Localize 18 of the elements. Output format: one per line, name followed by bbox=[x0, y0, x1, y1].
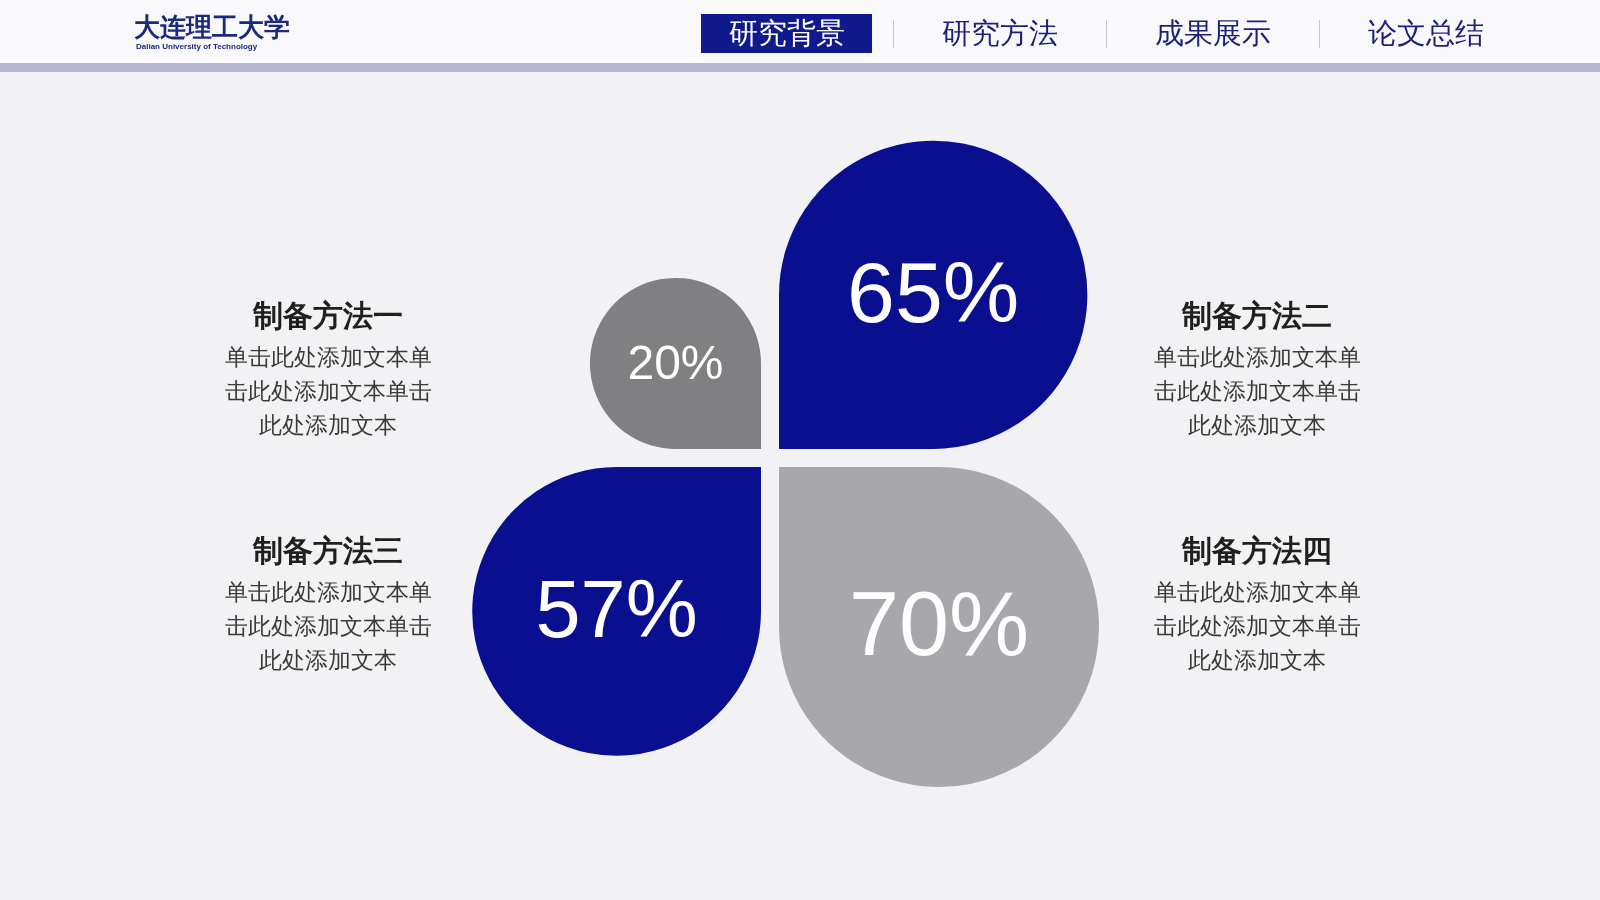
data-label: 20% bbox=[627, 335, 724, 389]
data-label: 57% bbox=[535, 563, 698, 654]
category-label: 制备方法三 bbox=[251, 532, 404, 570]
text: Dalian University of Technology bbox=[136, 42, 258, 52]
text: 单击此处添加文本单击此处添加文本单击此处添加文本 bbox=[223, 578, 433, 675]
text: 单击此处添加文本单击此处添加文本单击此处添加文本 bbox=[1152, 343, 1362, 440]
text: 研究方法 bbox=[941, 15, 1059, 52]
text: 研究背景 bbox=[728, 15, 846, 52]
data-label: 70% bbox=[848, 574, 1030, 675]
category-label: 制备方法二 bbox=[1180, 297, 1333, 335]
text: 论文总结 bbox=[1367, 15, 1485, 52]
category-label: 制备方法四 bbox=[1180, 532, 1333, 570]
text: 成果展示 bbox=[1154, 15, 1272, 52]
text: 单击此处添加文本单击此处添加文本单击此处添加文本 bbox=[223, 343, 433, 440]
category-label: 制备方法一 bbox=[251, 297, 404, 335]
data-label: 65% bbox=[847, 243, 1020, 340]
text: 单击此处添加文本单击此处添加文本单击此处添加文本 bbox=[1152, 578, 1362, 675]
text: 大连理工大学 bbox=[134, 12, 290, 42]
